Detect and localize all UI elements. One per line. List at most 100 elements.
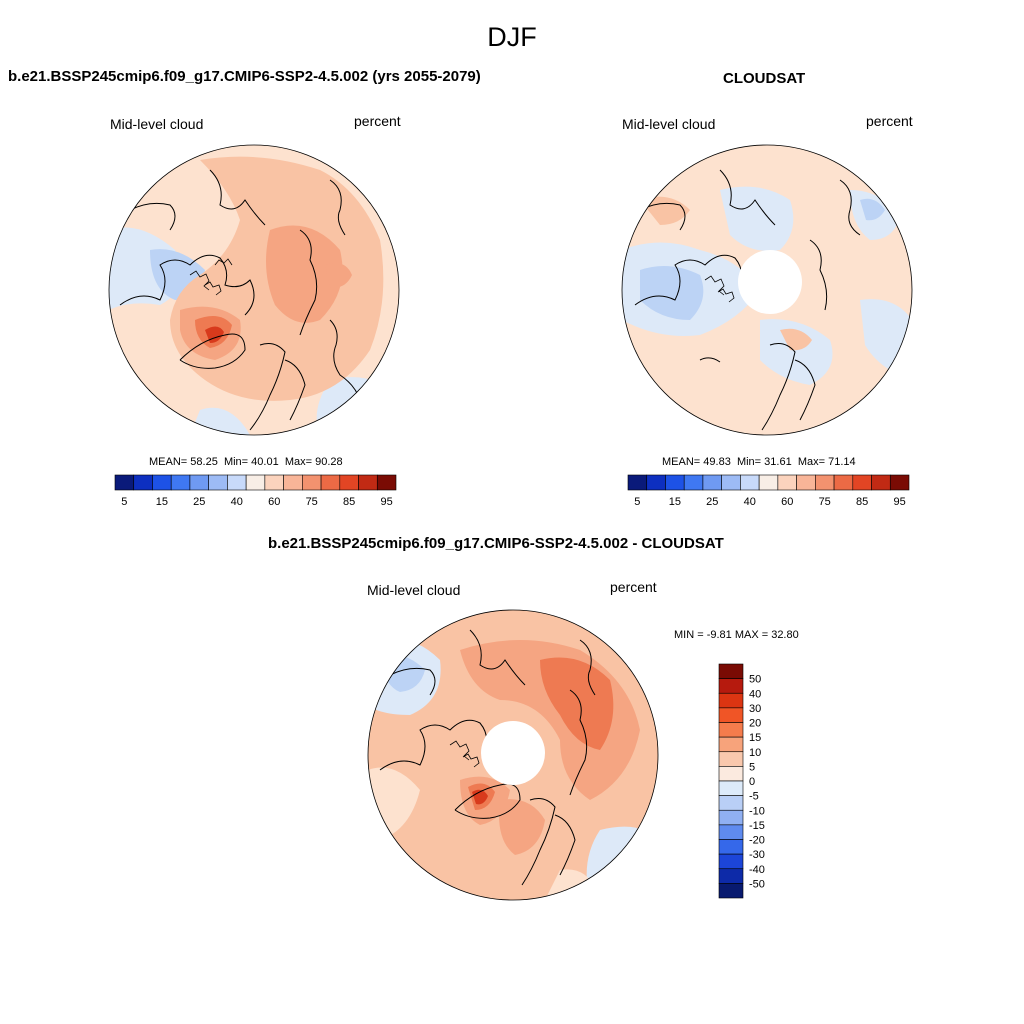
panel2-colorbar-swatch [627,474,648,491]
panel1-colorbar-swatch [302,474,322,491]
panel1-colorbar-swatch [208,474,228,491]
panel1-max-label: Max= [284,456,313,468]
panel2-colorbar-swatch [702,474,722,491]
panel1-max-value: 90.28 [315,456,343,468]
panel3-colorbar-swatch [718,692,744,709]
panel1-colorbar-swatch [152,474,172,491]
panel1-colorbar-swatch [264,474,284,491]
panel2-colorbar: 5 15 25 40 60 75 85 95 [627,474,910,508]
panel3-stats: MIN = -9.81 MAX = 32.80 [674,629,799,641]
panel2-min-value: 31.61 [764,456,792,468]
panel1-colorbar-swatch [245,474,266,491]
panel3-colorbar-tick-label: -5 [749,791,759,803]
panel2-colorbar-tick-label: 75 [819,496,831,508]
panel3-units-label: percent [610,579,657,595]
panel1-colorbar-swatch [133,474,153,491]
panel3-colorbar-tick-label: -20 [749,835,765,847]
panel3-colorbar-tick-label: 5 [749,761,755,773]
panel1-colorbar-swatch [320,474,341,491]
panel1-colorbar-tick-label: 85 [343,496,355,508]
panel2-colorbar-tick-label: 15 [669,496,681,508]
panel2-colorbar-swatch [665,474,685,491]
panel2-colorbar-swatch [871,474,891,491]
panel2-colorbar-swatch [889,474,910,491]
panel2-variable-label: Mid-level cloud [622,116,716,132]
panel1-colorbar-swatch [283,474,303,491]
panel1-colorbar-swatch [227,474,247,491]
panel3-colorbar-tick-label: -10 [749,805,765,817]
panel2-colorbar-swatch [777,474,797,491]
panel3-colorbar-swatch [718,809,744,826]
panel3-colorbar-swatch [718,824,744,840]
panel1-colorbar-swatch [339,474,359,491]
panel2-colorbar-swatch [852,474,872,491]
panel3-colorbar-tick-label: 20 [749,718,761,730]
panel1-colorbar-tick-label: 5 [121,496,127,508]
panel2-min-label: Min= [736,456,762,468]
panel3-colorbar-tick-label: 40 [749,688,761,700]
panel3-colorbar-tick-label: 30 [749,703,761,715]
panel3-colorbar-swatch [718,722,744,738]
panel2-units-label: percent [866,113,913,129]
panel3-colorbar-swatch [718,795,744,811]
panel3-colorbar-swatch [718,751,744,767]
panel3-colorbar-swatch [718,707,744,723]
panel1-colorbar: 5 15 25 40 60 75 85 95 [114,474,397,508]
panel1-colorbar-tick-label: 40 [231,496,243,508]
panel3-colorbar-tick-label: 50 [749,674,761,686]
panel1-colorbar-tick-label: 75 [306,496,318,508]
panel2-max-label: Max= [797,456,826,468]
page-title: DJF [487,22,537,52]
panel1-colorbar-tick-label: 60 [268,496,280,508]
panel3-colorbar-tick-label: 15 [749,732,761,744]
panel1-colorbar-swatch [376,474,397,491]
panel1-map [108,144,400,436]
panel1-colorbar-tick-label: 25 [193,496,205,508]
panel2-colorbar-swatch [683,474,704,491]
panel2-colorbar-tick-label: 85 [856,496,868,508]
panel1-stats: MEAN= 58.25 Min= 40.01 Max= 90.28 [149,456,343,468]
panel2-colorbar-swatch [646,474,666,491]
panel2-colorbar-swatch [815,474,835,491]
panel2-colorbar-swatch [721,474,741,491]
panel2-map [621,144,913,436]
panel3-colorbar-swatch [718,839,744,855]
panel1-colorbar-swatch [114,474,135,491]
panel2-title: CLOUDSAT [723,70,806,87]
panel1-variable-label: Mid-level cloud [110,116,204,132]
panel3-colorbar-tick-label: -50 [749,878,765,890]
panel1-mean-value: 58.25 [190,456,218,468]
panel2-colorbar-tick-label: 40 [744,496,756,508]
panel1-title: b.e21.BSSP245cmip6.f09_g17.CMIP6-SSP2-4.… [8,68,481,85]
panel2-colorbar-swatch [796,474,816,491]
panel2-colorbar-swatch [758,474,779,491]
panel2-stats: MEAN= 49.83 Min= 31.61 Max= 71.14 [662,456,856,468]
panel1-units-label: percent [354,113,401,129]
panel3-map [367,609,659,901]
panel1-min-label: Min= [223,456,249,468]
panel3-colorbar-tick-label: -30 [749,849,765,861]
panel2-colorbar-tick-label: 5 [634,496,640,508]
panel2-mean-label: MEAN= [662,456,701,468]
panel2-colorbar-tick-label: 95 [894,496,906,508]
panel1-mean-label: MEAN= [149,456,188,468]
panel2-colorbar-swatch [833,474,854,491]
panel2-colorbar-swatch [740,474,760,491]
panel1-colorbar-swatch [189,474,209,491]
panel3-colorbar-swatch [718,663,744,679]
panel3-colorbar-swatch [718,736,744,753]
panel3-colorbar-swatch [718,780,744,796]
panel2-mean-value: 49.83 [703,456,731,468]
panel1-colorbar-swatch [170,474,191,491]
panel3-colorbar-swatch [718,883,744,899]
panel3-colorbar-tick-label: 10 [749,747,761,759]
panel3-colorbar-tick-label: -15 [749,820,765,832]
panel3-variable-label: Mid-level cloud [367,582,461,598]
panel2-max-value: 71.14 [828,456,856,468]
panel1-colorbar-swatch [358,474,378,491]
panel1-colorbar-tick-label: 95 [381,496,393,508]
panel3-colorbar-swatch [718,766,744,782]
panel3-colorbar-tick-label: -40 [749,864,765,876]
